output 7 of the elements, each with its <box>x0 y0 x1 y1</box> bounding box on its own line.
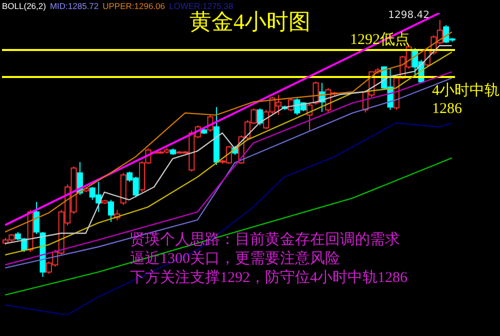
text: LOWER:1275.38 <box>169 1 234 11</box>
ref-line-label: 4小时中轨 1286 <box>432 82 500 117</box>
annotation: 1298.42 <box>388 10 430 21</box>
text: BOLL(26,2) <box>2 1 46 11</box>
chart-title: 黄金4小时图 <box>190 9 310 34</box>
text: MID:1285.72 <box>50 1 99 11</box>
text: UPPER:1296.06 <box>102 1 166 11</box>
